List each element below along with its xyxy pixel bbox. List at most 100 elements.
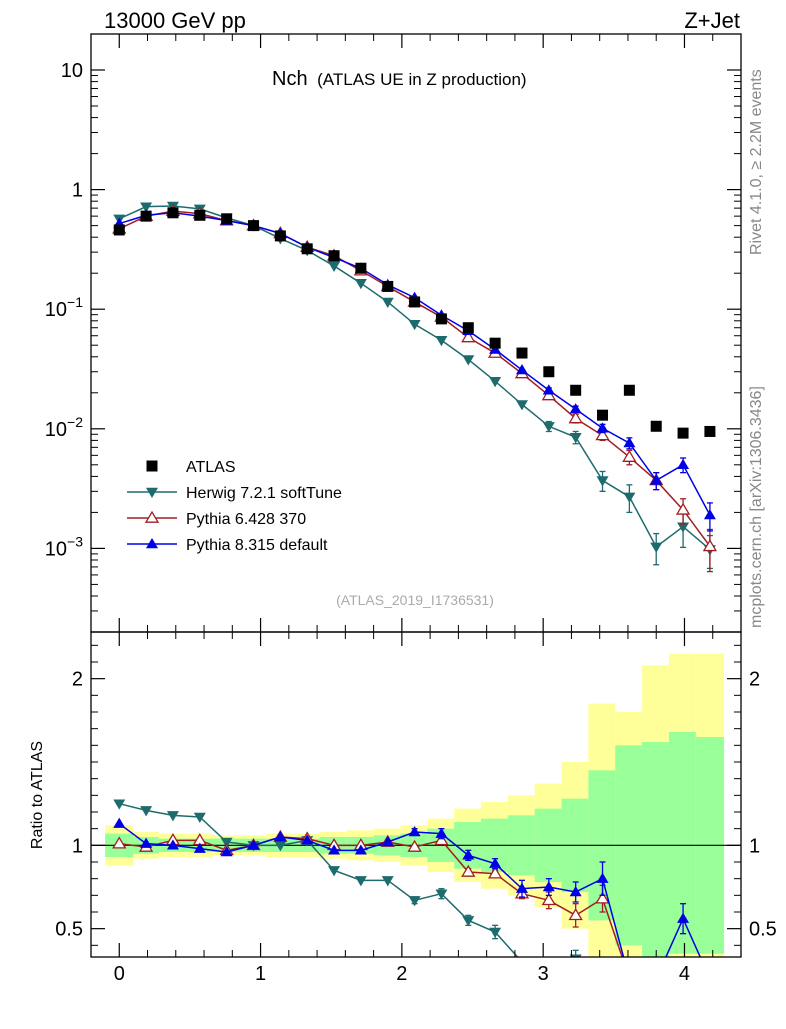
x-tick-label: 2	[396, 963, 407, 985]
rivet-label: Rivet 4.1.0, ≥ 2.2M events	[748, 69, 765, 255]
data-point	[328, 261, 341, 272]
ratio-point	[408, 826, 421, 837]
energy-label: 13000 GeV pp	[104, 8, 246, 33]
y-tick-base: 10	[45, 299, 67, 321]
legend-entry: Pythia 6.428 370	[127, 510, 306, 528]
ratio-y-tick-label-right: 0.5	[749, 919, 777, 941]
data-point	[167, 207, 179, 219]
ratio-point	[113, 799, 126, 810]
ratio-point	[220, 837, 233, 848]
x-tick-label: 1	[255, 963, 266, 985]
ratio-point	[193, 812, 206, 823]
data-point	[328, 250, 340, 262]
legend-marker	[144, 510, 160, 523]
y-tick-label: 1	[72, 180, 83, 202]
ratio-point	[568, 908, 583, 921]
ratio-point	[113, 817, 126, 828]
x-tick-label: 0	[114, 963, 125, 985]
ratio-point	[166, 839, 179, 850]
data-point	[622, 449, 637, 462]
legend-label: ATLAS	[186, 459, 236, 476]
ratio-point	[489, 857, 502, 868]
data-point	[702, 539, 718, 552]
ratio-point	[408, 896, 421, 907]
ratio-point	[487, 866, 503, 879]
data-point	[140, 210, 152, 222]
data-point	[623, 384, 635, 396]
data-point	[542, 384, 555, 395]
legend-marker	[146, 538, 158, 549]
y-tick-exponent: −1	[67, 294, 83, 310]
legend-entry: Pythia 8.315 default	[127, 537, 328, 554]
ratio-point	[435, 827, 448, 838]
data-point	[650, 542, 663, 553]
main-panel	[112, 201, 718, 573]
ratio-point	[274, 831, 287, 842]
data-point	[221, 213, 233, 225]
y-tick-base: 10	[45, 419, 67, 441]
ratio-point	[677, 912, 690, 923]
ratio-point	[354, 876, 367, 887]
data-point	[489, 377, 502, 388]
data-point	[408, 319, 421, 331]
ratio-point	[461, 864, 476, 877]
data-point	[541, 388, 556, 401]
ratio-y-tick-label-right: 2	[749, 669, 760, 691]
data-point	[516, 347, 528, 359]
y-tick-base: 10	[45, 538, 67, 560]
data-point	[675, 502, 691, 515]
ratio-y-tick-label-right: 1	[749, 835, 760, 857]
ratio-panel	[112, 799, 702, 957]
ratio-point	[462, 916, 475, 927]
data-point	[301, 243, 313, 255]
y-tick-label: 10−2	[45, 414, 83, 441]
y-tick-exponent: −2	[67, 414, 83, 430]
data-point	[435, 336, 448, 347]
ratio-point	[220, 846, 233, 857]
ratio-y-tick-label: 1	[72, 835, 83, 857]
legend: ATLAS Herwig 7.2.1 softTune Pythia 6.428 3…	[127, 459, 342, 554]
data-point	[596, 476, 609, 487]
mcplots-label: mcplots.cern.ch [arXiv:1306.3436]	[748, 386, 765, 628]
legend-label: Pythia 6.428 370	[186, 511, 306, 528]
legend-entry: Herwig 7.2.1 softTune	[127, 485, 342, 502]
data-point	[515, 400, 528, 411]
data-point	[542, 422, 555, 433]
ratio-point	[354, 844, 367, 855]
ratio-point	[596, 872, 609, 883]
ratio-y-tick-label: 0.5	[55, 919, 83, 941]
data-point	[274, 230, 286, 242]
ratio-point	[140, 837, 153, 848]
data-point	[597, 409, 609, 421]
data-point	[568, 411, 583, 424]
data-point	[462, 322, 474, 334]
ratio-point	[569, 886, 582, 897]
data-point	[677, 458, 690, 470]
ratio-point	[489, 927, 502, 938]
ratio-point	[462, 849, 475, 860]
y-tick-label: 10	[61, 60, 83, 82]
legend-label: Herwig 7.2.1 softTune	[186, 485, 342, 502]
data-point	[623, 437, 636, 448]
ratio-series-pythia-8-315-default	[113, 817, 702, 957]
data-point	[355, 262, 367, 274]
ratio-y-tick-label: 2	[72, 669, 83, 691]
ratio-point	[140, 806, 153, 817]
ratio-point	[112, 836, 127, 849]
data-point	[596, 422, 609, 433]
legend-marker	[146, 460, 158, 472]
data-point	[462, 355, 475, 366]
y-tick-exponent: −3	[67, 533, 83, 549]
data-point	[703, 509, 716, 520]
series-atlas	[113, 207, 716, 439]
ratio-point	[247, 839, 260, 850]
ratio-point	[166, 811, 179, 822]
plot-title-main: Nch	[272, 68, 308, 90]
ratio-point	[434, 833, 449, 846]
legend-label: Pythia 8.315 default	[186, 537, 328, 554]
ratio-point	[407, 839, 422, 852]
data-point	[569, 403, 582, 414]
ratio-point	[301, 834, 314, 845]
ratio-axis-label: Ratio to ATLAS	[29, 741, 46, 849]
